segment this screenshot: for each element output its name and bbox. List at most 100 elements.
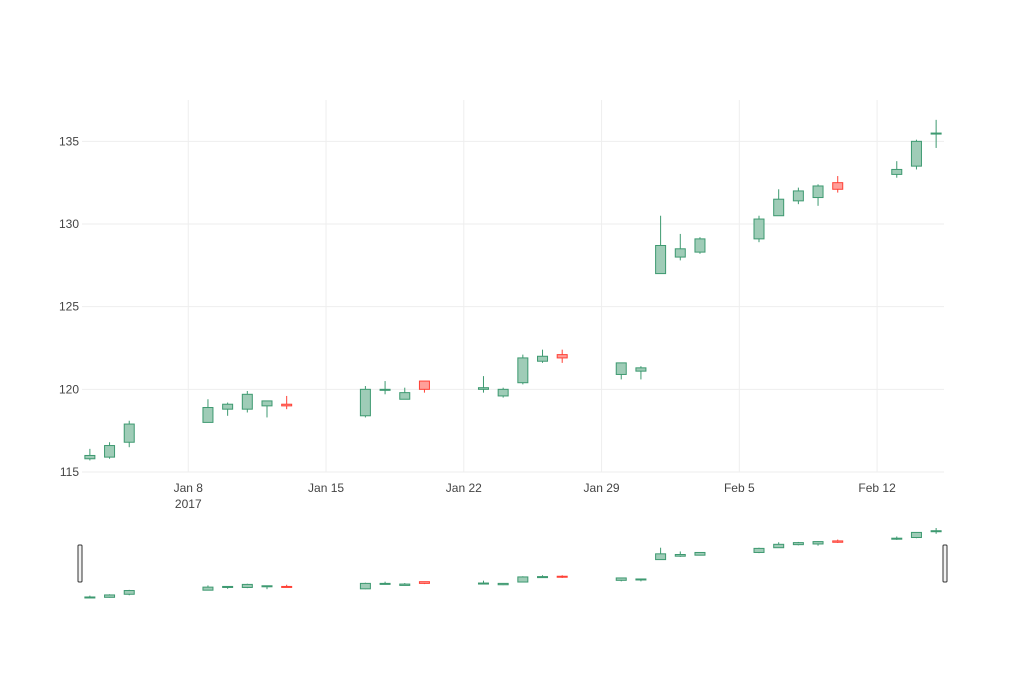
candle-2017-01-13[interactable] <box>281 395 293 410</box>
mini-candle-2017-01-10 <box>222 585 234 589</box>
mini-candle-body-2017-01-04 <box>104 594 116 598</box>
mini-candle-2017-02-08 <box>792 541 804 546</box>
candle-2017-01-24[interactable] <box>497 387 509 398</box>
mini-candle-2017-02-07 <box>773 542 785 549</box>
candle-body-2017-01-24 <box>497 388 509 397</box>
y-tick-label-1: 120 <box>59 382 79 396</box>
mini-candle-2017-01-18 <box>379 581 391 585</box>
candle-body-2017-02-07 <box>773 198 785 217</box>
candle-2017-01-11[interactable] <box>241 390 253 413</box>
candle-2017-01-09[interactable] <box>202 399 214 423</box>
candle-body-2017-01-13 <box>281 403 293 407</box>
candle-body-2017-01-05 <box>123 423 135 443</box>
x-tick-labels: Jan 8 2017 Jan 15 Jan 22 Jan 29 Feb 5 Feb 12 <box>174 481 896 511</box>
mini-candle-body-2017-01-12 <box>261 585 273 588</box>
x-tick-sublabel-0: 2017 <box>175 497 202 511</box>
candle-2017-01-17[interactable] <box>359 386 371 418</box>
candle-body-2017-01-12 <box>261 400 273 407</box>
candle-body-2017-02-14 <box>910 140 922 167</box>
mini-candle-2017-01-13 <box>281 584 293 588</box>
range-slider-left-handle[interactable] <box>77 544 83 583</box>
candle-2017-02-03[interactable] <box>694 237 706 254</box>
candle-2017-01-30[interactable] <box>615 362 627 380</box>
candle-2017-01-19[interactable] <box>399 387 411 400</box>
x-tick-label-4: Feb 5 <box>724 481 755 495</box>
mini-candle-2017-01-11 <box>241 583 253 589</box>
candle-body-2017-01-30 <box>615 362 627 375</box>
mini-candle-body-2017-01-31 <box>635 578 647 581</box>
candle-2017-02-06[interactable] <box>753 215 765 243</box>
range-slider-candles <box>84 528 942 599</box>
candle-2017-01-03[interactable] <box>84 448 96 461</box>
mini-candle-2017-01-27 <box>556 575 568 578</box>
mini-candle-2017-02-15 <box>930 528 942 534</box>
mini-candle-2017-02-09 <box>812 541 824 546</box>
mini-candle-body-2017-01-13 <box>281 585 293 588</box>
mini-candle-body-2017-02-02 <box>674 554 686 557</box>
candle-2017-02-02[interactable] <box>674 233 686 261</box>
y-tick-label-3: 130 <box>59 217 79 231</box>
mini-candle-2017-01-23 <box>477 580 489 585</box>
y-tick-label-2: 125 <box>59 300 79 314</box>
candle-2017-02-01[interactable] <box>655 215 667 275</box>
candle-2017-01-18[interactable] <box>379 381 391 395</box>
y-tick-labels: 115 120 125 130 135 <box>59 134 79 479</box>
mini-candle-body-2017-01-27 <box>556 575 568 578</box>
x-tick-label-0: Jan 8 <box>174 481 204 495</box>
candle-body-2017-01-19 <box>399 392 411 400</box>
candle-2017-01-10[interactable] <box>222 402 234 416</box>
mini-candle-2017-01-19 <box>399 583 411 586</box>
candle-2017-02-13[interactable] <box>891 161 903 178</box>
mini-candle-2017-01-20 <box>418 581 430 585</box>
mini-candle-body-2017-02-10 <box>832 540 844 543</box>
candle-body-2017-01-17 <box>359 388 371 417</box>
x-tick-label-3: Jan 29 <box>584 481 620 495</box>
candle-2017-02-08[interactable] <box>792 187 804 205</box>
candle-2017-01-23[interactable] <box>477 376 489 393</box>
mini-candle-2017-02-10 <box>832 539 844 543</box>
y-gridlines <box>82 140 944 473</box>
candle-body-2017-01-31 <box>635 367 647 372</box>
range-slider[interactable] <box>77 528 948 599</box>
mini-candle-body-2017-01-26 <box>537 576 549 579</box>
x-tick-label-1: Jan 15 <box>308 481 344 495</box>
mini-candle-2017-01-17 <box>359 582 371 590</box>
mini-candle-body-2017-01-30 <box>615 577 627 581</box>
candle-body-2017-02-03 <box>694 238 706 253</box>
candle-body-2017-02-08 <box>792 190 804 202</box>
candle-body-2017-02-06 <box>753 218 765 240</box>
candle-body-2017-02-02 <box>674 248 686 258</box>
mini-candle-2017-01-09 <box>202 585 214 591</box>
candle-2017-01-26[interactable] <box>537 349 549 363</box>
candle-body-2017-02-01 <box>655 244 667 275</box>
mini-candle-body-2017-01-20 <box>418 581 430 584</box>
y-tick-label-0: 115 <box>60 465 79 479</box>
x-tick-label-5: Feb 12 <box>858 481 896 495</box>
candle-body-2017-01-04 <box>104 445 116 458</box>
candle-2017-01-31[interactable] <box>635 366 647 380</box>
mini-candle-body-2017-01-23 <box>477 582 489 585</box>
candle-2017-01-04[interactable] <box>104 442 116 459</box>
mini-candle-2017-02-14 <box>910 531 922 539</box>
candle-2017-01-12[interactable] <box>261 400 273 418</box>
range-slider-right-handle[interactable] <box>942 544 948 583</box>
candle-2017-02-10[interactable] <box>832 176 844 193</box>
candle-2017-02-09[interactable] <box>812 184 824 206</box>
candle-body-2017-01-11 <box>241 393 253 410</box>
candle-2017-02-14[interactable] <box>910 139 922 170</box>
mini-candle-2017-02-06 <box>753 547 765 554</box>
mini-candle-body-2017-01-09 <box>202 586 214 591</box>
candle-2017-01-20[interactable] <box>418 380 430 393</box>
candle-2017-02-15[interactable] <box>930 119 942 148</box>
candle-2017-02-07[interactable] <box>773 189 785 217</box>
candle-2017-01-05[interactable] <box>123 420 135 448</box>
mini-candle-body-2017-01-25 <box>517 576 529 583</box>
candle-body-2017-02-13 <box>891 168 903 175</box>
candle-2017-01-27[interactable] <box>556 349 568 363</box>
mini-candle-body-2017-01-18 <box>379 582 391 585</box>
candles-main[interactable] <box>84 119 942 461</box>
candle-body-2017-01-10 <box>222 403 234 410</box>
candle-2017-01-25[interactable] <box>517 354 529 385</box>
